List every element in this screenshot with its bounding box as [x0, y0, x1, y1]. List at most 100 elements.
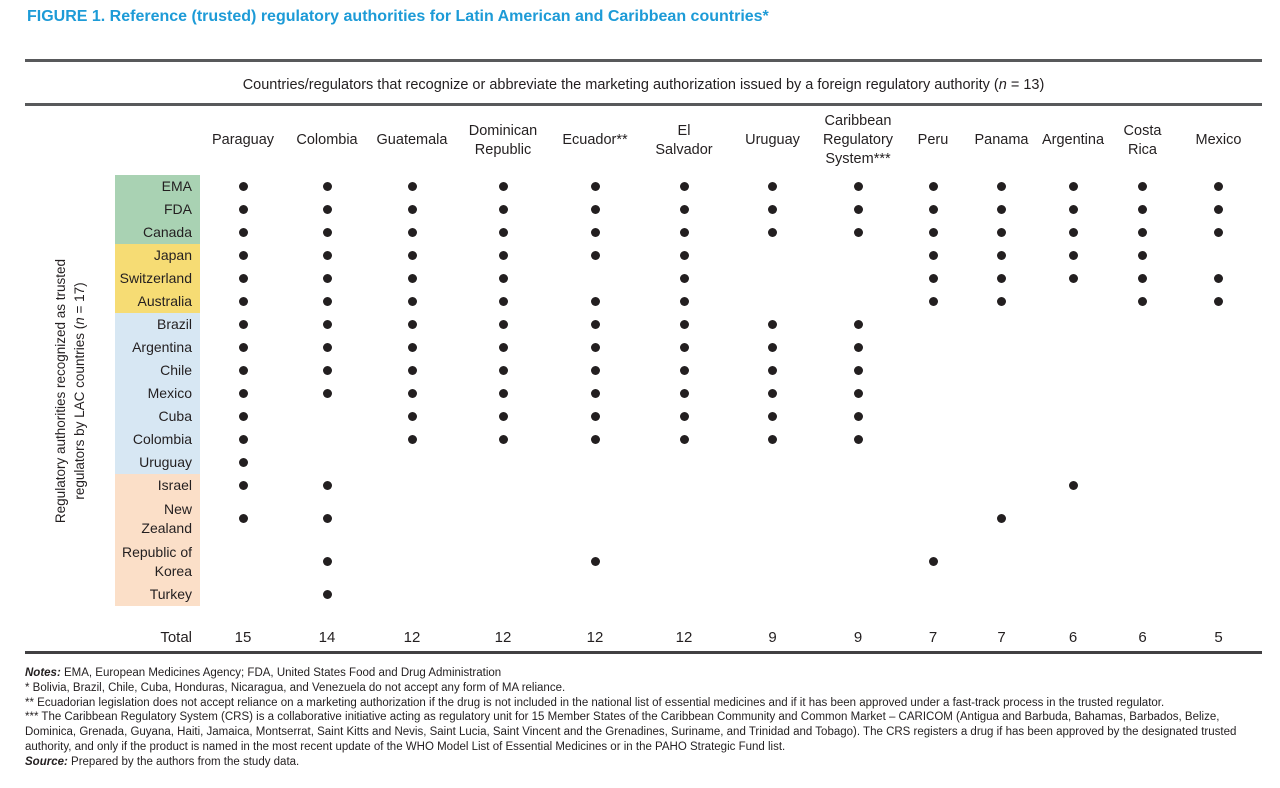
row-label-canada: Canada: [115, 221, 200, 244]
dot-cell: [728, 175, 817, 198]
matrix-corner: [115, 106, 200, 175]
dot-marker: [498, 228, 508, 237]
row-label-uruguay: Uruguay: [115, 451, 200, 474]
dot-cell: [286, 198, 368, 221]
dot-marker: [1138, 297, 1147, 306]
dot-marker: [590, 228, 600, 237]
dot-cell: [1175, 451, 1262, 474]
dot-cell: [967, 451, 1036, 474]
dot-cell: [967, 290, 1036, 313]
total-value-11: 6: [1068, 628, 1078, 646]
dot-cell: [899, 583, 967, 606]
dot-cell: [550, 382, 640, 405]
dot-cell: [728, 583, 817, 606]
dot-cell: [368, 244, 456, 267]
dot-cell: [817, 290, 899, 313]
dot-cell: [456, 221, 550, 244]
dot-marker: [853, 228, 863, 237]
dot-marker: [768, 228, 777, 237]
row-label-chile: Chile: [115, 359, 200, 382]
dot-cell: [817, 175, 899, 198]
y-axis-label: Regulatory authorities recognized as tru…: [42, 175, 100, 606]
dot-marker: [1068, 481, 1078, 490]
dot-cell: [368, 382, 456, 405]
dot-marker: [679, 366, 689, 375]
dot-marker: [322, 297, 332, 306]
dot-marker: [322, 228, 332, 237]
dot-marker: [679, 320, 689, 329]
dot-marker: [498, 412, 508, 421]
dot-cell: [899, 497, 967, 540]
dot-marker: [322, 274, 332, 283]
dot-cell: [1175, 175, 1262, 198]
dot-cell: [1036, 497, 1110, 540]
dot-marker: [679, 228, 689, 237]
dot-marker: [1214, 274, 1223, 283]
dot-marker: [322, 514, 332, 523]
dot-marker: [238, 343, 248, 352]
total-value-13: 5: [1214, 628, 1223, 646]
dot-marker: [1068, 228, 1078, 237]
dot-cell: [728, 244, 817, 267]
dot-marker: [997, 228, 1006, 237]
dot-cell: [456, 540, 550, 583]
dot-cell: [899, 198, 967, 221]
dot-cell: [967, 313, 1036, 336]
dot-cell: [728, 313, 817, 336]
dot-marker: [768, 389, 777, 398]
dot-cell: [368, 198, 456, 221]
dot-cell: [286, 290, 368, 313]
dot-cell: [1110, 313, 1175, 336]
dot-cell: [728, 474, 817, 497]
dot-marker: [590, 435, 600, 444]
dot-marker: [1138, 205, 1147, 214]
dot-cell: [899, 405, 967, 428]
dot-marker: [997, 205, 1006, 214]
dot-cell: [550, 540, 640, 583]
row-label-new-zealand: New Zealand: [115, 497, 200, 540]
dot-cell: [1110, 540, 1175, 583]
dot-cell: [899, 451, 967, 474]
dot-cell: [899, 540, 967, 583]
row-label-israel: Israel: [115, 474, 200, 497]
note-abbreviations: Notes: EMA, European Medicines Agency; F…: [25, 667, 502, 679]
dot-marker: [768, 435, 777, 444]
dot-cell: [368, 313, 456, 336]
dot-cell: [368, 359, 456, 382]
dot-marker: [928, 557, 938, 566]
dot-marker: [997, 297, 1006, 306]
dot-cell: [286, 474, 368, 497]
dot-cell: [368, 290, 456, 313]
dot-cell: [728, 451, 817, 474]
dot-cell: [286, 221, 368, 244]
dot-cell: [817, 382, 899, 405]
dot-cell: [728, 290, 817, 313]
dot-marker: [498, 297, 508, 306]
dot-cell: [368, 497, 456, 540]
dot-marker: [407, 435, 417, 444]
dot-marker: [768, 343, 777, 352]
column-header-3: Guatemala: [376, 132, 448, 148]
dot-cell: [1110, 175, 1175, 198]
column-header-1: Paraguay: [211, 132, 275, 148]
dot-cell: [899, 290, 967, 313]
dot-marker: [590, 251, 600, 260]
dot-cell: [286, 382, 368, 405]
dot-marker: [853, 205, 863, 214]
dot-cell: [368, 336, 456, 359]
dot-cell: [640, 405, 728, 428]
column-header-11: Argentina: [1041, 132, 1105, 148]
dot-cell: [368, 175, 456, 198]
dot-cell: [1110, 290, 1175, 313]
dot-cell: [456, 428, 550, 451]
dot-cell: [728, 336, 817, 359]
dot-cell: [967, 428, 1036, 451]
dot-marker: [768, 412, 777, 421]
row-label-switzerland: Switzerland: [115, 267, 200, 290]
dot-cell: [640, 267, 728, 290]
dot-marker: [1214, 205, 1223, 214]
dot-cell: [728, 428, 817, 451]
notes: Notes: EMA, European Medicines Agency; F…: [25, 666, 1262, 770]
dot-marker: [322, 366, 332, 375]
